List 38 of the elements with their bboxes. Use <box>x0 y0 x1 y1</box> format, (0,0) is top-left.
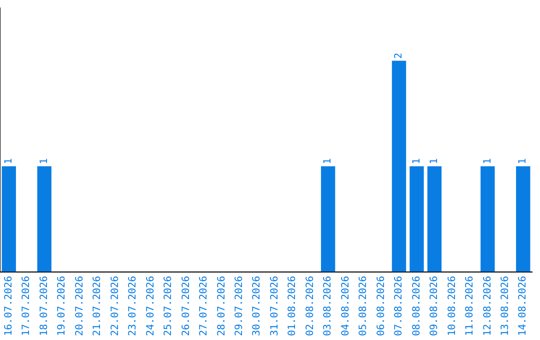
x-tick-label: 08.08.2026 <box>411 276 422 336</box>
x-tick-label: 09.08.2026 <box>429 276 440 336</box>
data-label: 1 <box>38 158 50 164</box>
x-tick-label: 07.08.2026 <box>394 276 405 336</box>
x-tick-label: 26.07.2026 <box>180 276 192 336</box>
x-tick-label: 31.07.2026 <box>269 276 280 336</box>
x-tick-label: 24.07.2026 <box>145 276 156 336</box>
data-label: 1 <box>482 158 494 164</box>
x-tick-label: 13.08.2026 <box>500 276 511 336</box>
x-tick-label: 10.08.2026 <box>446 276 458 336</box>
x-tick-label: 18.07.2026 <box>38 276 50 336</box>
x-tick-label: 06.08.2026 <box>376 276 387 336</box>
data-label: 1 <box>411 158 422 164</box>
x-tick-label: 19.07.2026 <box>56 276 68 336</box>
x-tick-label: 05.08.2026 <box>358 276 370 336</box>
x-tick-label: 16.07.2026 <box>3 276 14 336</box>
x-tick-label: 03.08.2026 <box>322 276 334 336</box>
x-tick-label: 29.07.2026 <box>234 276 245 336</box>
data-label: 1 <box>518 158 529 164</box>
x-tick-label: 25.07.2026 <box>163 276 174 336</box>
x-tick-label: 14.08.2026 <box>518 276 529 336</box>
x-tick-label: 11.08.2026 <box>464 276 476 336</box>
x-tick-label: 12.08.2026 <box>482 276 494 336</box>
x-tick-label: 27.07.2026 <box>198 276 210 336</box>
x-tick-label: 01.08.2026 <box>287 276 298 336</box>
data-label: 1 <box>3 158 14 164</box>
x-tick-label: 28.07.2026 <box>216 276 228 336</box>
x-tick-label: 04.08.2026 <box>340 276 352 336</box>
x-tick-label: 17.07.2026 <box>21 276 32 336</box>
x-tick-label: 21.07.2026 <box>92 276 104 336</box>
x-tick-label: 22.07.2026 <box>110 276 121 336</box>
x-tick-label: 23.07.2026 <box>128 276 139 336</box>
x-tick-label: 30.07.2026 <box>252 276 263 336</box>
x-tick-label: 02.08.2026 <box>304 276 316 336</box>
x-tick-label: 20.07.2026 <box>74 276 86 336</box>
data-label: 2 <box>394 52 405 59</box>
data-label: 1 <box>429 158 440 164</box>
data-label: 1 <box>322 158 334 164</box>
